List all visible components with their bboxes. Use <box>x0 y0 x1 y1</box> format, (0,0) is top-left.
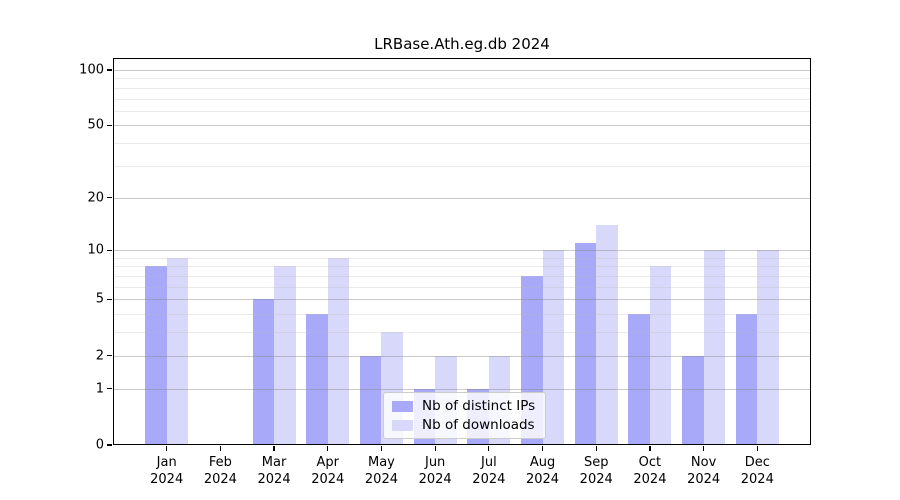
x-tick-nov <box>703 446 705 451</box>
bar-sep-downloads <box>596 224 618 445</box>
bar-dec-distinct-ips <box>735 314 758 445</box>
bar-apr-distinct-ips <box>306 314 328 445</box>
y-tick-label-5: 5 <box>95 291 104 307</box>
y-tick-10 <box>107 249 112 251</box>
distinct-ips-swatch-icon <box>392 400 413 412</box>
x-tick-label-apr: Apr 2024 <box>311 455 345 487</box>
x-tick-jul <box>488 446 490 451</box>
y-axis-tick-labels: 0 1 2 5 10 20 50 100 <box>0 58 104 452</box>
legend-row-downloads: Nb of downloads <box>392 417 535 433</box>
plot-area <box>107 58 811 451</box>
minor-gridline-6 <box>113 286 811 288</box>
y-tick-5 <box>107 298 112 300</box>
minor-gridline-3 <box>113 332 811 334</box>
bar-jan-downloads <box>166 257 189 445</box>
major-gridline-10 <box>113 250 811 252</box>
bar-dec-downloads <box>757 250 779 445</box>
x-tick-apr <box>327 446 329 451</box>
x-tick-label-feb: Feb 2024 <box>203 455 237 487</box>
legend-label-downloads: Nb of downloads <box>422 417 535 433</box>
bar-oct-downloads <box>649 266 672 445</box>
minor-gridline-4 <box>113 314 811 316</box>
x-tick-aug <box>541 446 544 451</box>
legend: Nb of distinct IPs Nb of downloads <box>383 392 547 439</box>
x-tick-label-mar: Mar 2024 <box>257 455 291 487</box>
bar-mar-downloads <box>274 266 296 445</box>
x-tick-sep <box>595 446 597 451</box>
minor-gridline-40 <box>113 143 811 145</box>
x-tick-label-nov: Nov 2024 <box>687 455 721 487</box>
major-gridline-50 <box>113 125 811 127</box>
major-gridline-5 <box>113 299 811 301</box>
major-gridline-20 <box>113 197 811 199</box>
minor-gridline-60 <box>113 110 811 112</box>
major-gridline-2 <box>113 355 811 357</box>
y-tick-label-20: 20 <box>87 190 104 206</box>
bar-jan-distinct-ips <box>145 266 167 445</box>
legend-label-distinct-ips: Nb of distinct IPs <box>422 398 536 414</box>
minor-gridline-80 <box>113 87 811 89</box>
major-gridline-1 <box>113 388 811 390</box>
y-tick-label-1: 1 <box>95 381 104 397</box>
minor-gridline-90 <box>113 78 811 80</box>
bar-nov-downloads <box>703 250 726 445</box>
major-gridline-100 <box>113 69 811 71</box>
y-tick-50 <box>107 124 112 127</box>
y-tick-1 <box>107 388 112 390</box>
bar-nov-distinct-ips <box>682 355 704 445</box>
y-tick-label-0: 0 <box>95 437 104 453</box>
y-tick-100 <box>107 69 112 71</box>
y-tick-label-2: 2 <box>95 348 104 364</box>
bar-mar-distinct-ips <box>252 299 275 445</box>
minor-gridline-8 <box>113 266 811 268</box>
minor-gridline-9 <box>113 257 811 259</box>
chart-title: LRBase.Ath.eg.db 2024 <box>374 35 550 53</box>
x-tick-jan <box>166 446 168 451</box>
minor-gridline-30 <box>113 165 811 167</box>
y-tick-label-50: 50 <box>87 117 104 133</box>
x-tick-oct <box>649 446 651 451</box>
ticks-layer <box>107 58 811 451</box>
x-axis-tick-labels: Jan 2024 Feb 2024 Mar 2024 Apr 2024 May 2024 Jun 20… <box>113 452 811 492</box>
x-tick-feb <box>219 446 221 451</box>
minor-gridline-7 <box>113 276 811 277</box>
downloads-swatch-icon <box>392 419 413 431</box>
x-tick-dec <box>756 446 758 451</box>
bar-oct-distinct-ips <box>628 314 650 445</box>
y-tick-20 <box>107 196 112 199</box>
bar-apr-downloads <box>327 257 350 445</box>
bar-may-distinct-ips <box>359 355 382 445</box>
grid-layer <box>113 58 811 445</box>
y-tick-0 <box>107 444 112 446</box>
bar-aug-downloads <box>542 250 564 445</box>
x-tick-label-jan: Jan 2024 <box>150 455 184 487</box>
y-tick-2 <box>107 355 112 357</box>
y-tick-label-100: 100 <box>79 62 104 78</box>
x-tick-label-jun: Jun 2024 <box>418 455 452 487</box>
x-tick-label-oct: Oct 2024 <box>633 455 667 487</box>
legend-row-distinct-ips: Nb of distinct IPs <box>392 398 535 414</box>
x-tick-mar <box>273 446 275 451</box>
x-tick-label-jul: Jul 2024 <box>472 455 506 487</box>
x-tick-jun <box>434 446 436 451</box>
x-tick-label-dec: Dec 2024 <box>740 455 774 487</box>
x-tick-label-aug: Aug 2024 <box>525 455 560 487</box>
y-tick-label-10: 10 <box>87 242 104 258</box>
minor-gridline-70 <box>113 98 811 100</box>
x-tick-label-sep: Sep 2024 <box>579 455 613 487</box>
bar-sep-distinct-ips <box>574 243 597 445</box>
x-tick-label-may: May 2024 <box>364 455 398 487</box>
x-tick-may <box>380 446 383 451</box>
